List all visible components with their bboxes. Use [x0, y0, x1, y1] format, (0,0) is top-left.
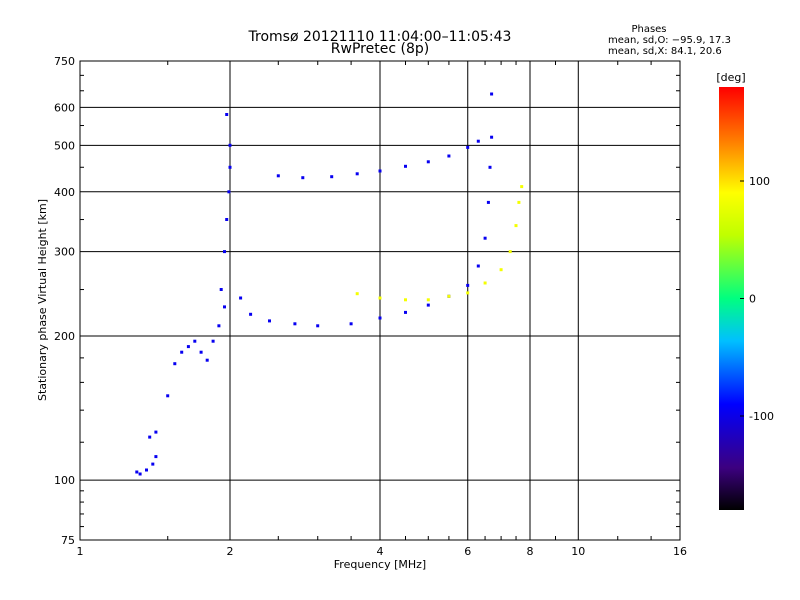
- data-point: [404, 310, 407, 314]
- data-point: [249, 312, 253, 316]
- data-point: [225, 218, 229, 221]
- data-point: [228, 165, 232, 169]
- data-point: [426, 303, 430, 307]
- data-point: [223, 305, 226, 309]
- data-point: [219, 288, 223, 291]
- plot-frame: [79, 60, 681, 541]
- data-point: [490, 135, 494, 139]
- data-point: [517, 200, 521, 204]
- data-point: [426, 298, 430, 302]
- colorbar-tick-label: 0: [749, 293, 756, 306]
- data-point: [276, 174, 280, 178]
- y-tick-label: 400: [54, 186, 75, 199]
- data-point: [217, 324, 221, 328]
- data-point: [205, 358, 209, 362]
- colorbar-ticks: 100 0 -100: [740, 175, 774, 423]
- x-tick-label: 16: [673, 545, 687, 558]
- data-point: [148, 435, 152, 439]
- colorbar: [719, 87, 744, 510]
- data-point: [483, 236, 487, 240]
- data-point: [193, 339, 197, 343]
- data-point: [404, 298, 407, 302]
- chart-subtitle: RwPretec (8p): [331, 41, 429, 57]
- data-point: [476, 139, 480, 143]
- data-point: [466, 283, 470, 287]
- data-point: [486, 200, 490, 204]
- data-point: [186, 345, 190, 349]
- data-point: [514, 224, 518, 228]
- colorbar-tick-label: -100: [749, 410, 774, 423]
- data-point: [180, 350, 184, 354]
- data-point: [293, 322, 297, 326]
- data-point: [211, 339, 215, 343]
- data-points: [135, 92, 524, 476]
- data-point: [227, 190, 231, 194]
- data-point: [239, 296, 243, 300]
- x-tick-label: 4: [377, 545, 384, 558]
- data-point: [355, 172, 359, 176]
- x-axis-label: Frequency [MHz]: [334, 558, 426, 571]
- y-tick-label: 750: [54, 55, 75, 68]
- data-point: [466, 291, 470, 295]
- data-point: [223, 250, 226, 254]
- data-point: [499, 268, 503, 272]
- y-tick-label: 600: [54, 101, 75, 114]
- data-point: [476, 264, 480, 268]
- data-point: [520, 185, 524, 189]
- x-tick-label: 6: [464, 545, 471, 558]
- data-point: [225, 113, 229, 116]
- data-point: [330, 175, 334, 179]
- phases-x-stats: mean, sd,X: 84.1, 20.6: [608, 46, 722, 57]
- data-point: [154, 455, 158, 459]
- axis-ticks: 1 2 4 6 8 10 16 75 100 200 300 400 500 600 750: [54, 55, 687, 558]
- data-point: [173, 362, 177, 366]
- data-point: [378, 296, 382, 300]
- data-point: [138, 472, 142, 476]
- data-point: [508, 250, 512, 254]
- y-tick-label: 500: [54, 139, 75, 152]
- data-point: [426, 160, 430, 164]
- data-point: [490, 92, 494, 96]
- data-point: [301, 176, 305, 180]
- data-point: [135, 470, 139, 474]
- x-tick-label: 2: [227, 545, 234, 558]
- data-point: [349, 322, 353, 326]
- data-point: [268, 319, 271, 323]
- data-point: [154, 430, 158, 434]
- y-tick-label: 300: [54, 246, 75, 259]
- y-tick-label: 75: [61, 534, 75, 547]
- x-tick-label: 1: [77, 545, 84, 558]
- data-point: [488, 165, 492, 169]
- chart-title: Tromsø 20121110 11:04:00–11:05:43: [248, 29, 512, 45]
- grid-lines: [80, 61, 680, 540]
- data-point: [166, 394, 170, 398]
- data-point: [355, 292, 359, 296]
- colorbar-tick-label: 100: [749, 175, 770, 188]
- phases-heading: Phases: [631, 24, 666, 35]
- y-axis-label: Stationary phase Virtual Height [km]: [36, 199, 49, 401]
- data-point: [404, 164, 407, 168]
- data-point: [145, 468, 148, 472]
- data-point: [447, 154, 451, 158]
- phases-o-stats: mean, sd,O: −95.9, 17.3: [608, 35, 731, 46]
- data-point: [151, 462, 155, 466]
- x-tick-label: 8: [527, 545, 534, 558]
- data-point: [228, 143, 232, 147]
- data-point: [378, 169, 382, 173]
- y-tick-label: 200: [54, 330, 75, 343]
- data-point: [316, 324, 320, 328]
- data-point: [378, 316, 382, 320]
- data-point: [447, 294, 451, 298]
- data-point: [466, 145, 470, 149]
- y-tick-label: 100: [54, 474, 75, 487]
- colorbar-label: [deg]: [716, 71, 745, 84]
- x-tick-label: 10: [571, 545, 585, 558]
- data-point: [199, 350, 203, 354]
- data-point: [483, 281, 487, 285]
